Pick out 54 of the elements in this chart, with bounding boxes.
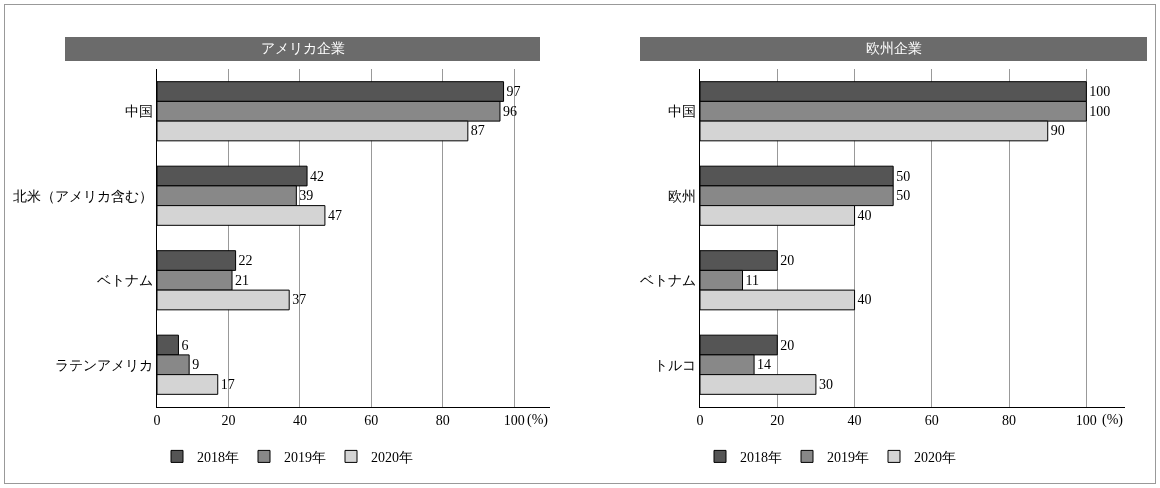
data-label: 100	[1089, 103, 1111, 119]
x-tick-label: 20	[770, 412, 785, 428]
data-label: 21	[235, 272, 250, 288]
x-tick-label: 80	[1002, 412, 1017, 428]
y-tick-label: トルコ	[654, 357, 697, 373]
x-tick-label: 20	[221, 412, 236, 428]
data-label: 37	[292, 292, 307, 308]
x-tick-label: 60	[364, 412, 379, 428]
y-tick-label: 欧州	[668, 188, 697, 204]
x-tick-label: 100	[503, 412, 525, 428]
data-label: 40	[857, 292, 872, 308]
data-label: 17	[220, 376, 235, 392]
legend-label: 2018年	[740, 449, 782, 465]
data-label: 22	[238, 253, 253, 269]
data-label: 50	[896, 168, 911, 184]
data-label: 42	[310, 168, 325, 184]
y-tick-label: ベトナム	[640, 273, 697, 289]
data-label: 97	[506, 84, 521, 100]
data-label: 39	[299, 188, 314, 204]
x-axis-title: (%)	[1102, 412, 1124, 428]
x-axis-title: (%)	[527, 412, 549, 428]
chart-title: アメリカ企業	[65, 37, 540, 61]
y-tick-label: 中国	[125, 104, 154, 120]
data-label: 9	[192, 357, 200, 373]
x-tick-label: 40	[292, 412, 307, 428]
data-label: 40	[857, 207, 872, 223]
data-label: 14	[757, 357, 772, 373]
data-label: 87	[470, 123, 485, 139]
data-label: 30	[818, 376, 833, 392]
data-label: 90	[1050, 123, 1065, 139]
legend-label: 2020年	[914, 449, 956, 465]
legend-label: 2019年	[827, 449, 869, 465]
data-label: 20	[780, 253, 795, 269]
data-label: 6	[181, 337, 189, 353]
data-label: 96	[502, 103, 517, 119]
x-tick-label: 0	[153, 412, 161, 428]
data-label: 11	[745, 272, 759, 288]
x-tick-label: 100	[1075, 412, 1097, 428]
data-label: 50	[896, 188, 911, 204]
data-label: 47	[327, 207, 342, 223]
legend-label: 2019年	[284, 449, 326, 465]
data-label: 100	[1089, 84, 1111, 100]
legend-label: 2018年	[197, 449, 239, 465]
x-tick-label: 80	[435, 412, 450, 428]
data-label: 20	[780, 337, 795, 353]
x-tick-label: 40	[847, 412, 862, 428]
y-tick-label: ラテンアメリカ	[55, 357, 154, 373]
chart-title: 欧州企業	[640, 37, 1147, 61]
y-tick-label: 中国	[668, 104, 697, 120]
y-tick-label: ベトナム	[97, 273, 154, 289]
legend-label: 2020年	[371, 449, 413, 465]
y-tick-label: 北米（アメリカ含む）	[13, 188, 154, 204]
x-tick-label: 60	[924, 412, 939, 428]
x-tick-label: 0	[696, 412, 704, 428]
